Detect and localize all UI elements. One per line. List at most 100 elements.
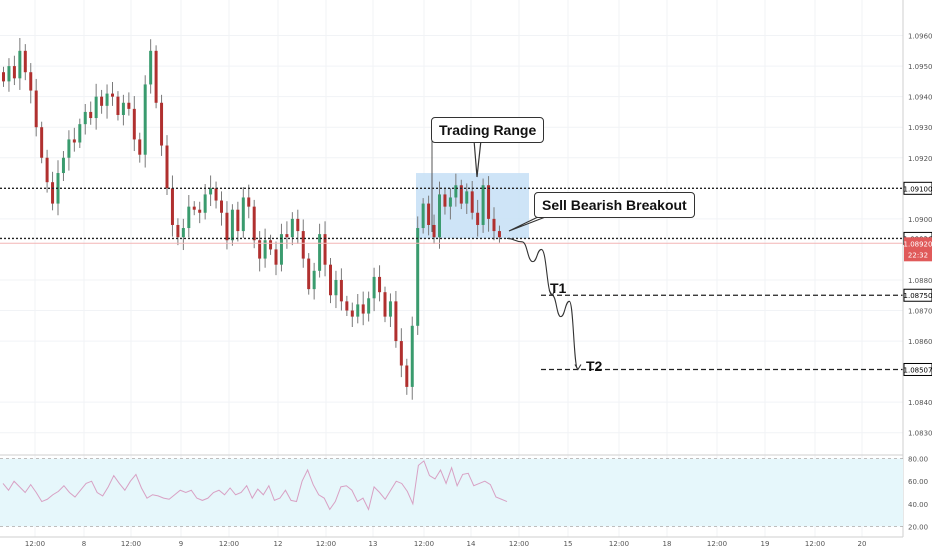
candle-body [111,93,114,97]
candle-body [405,365,409,387]
price-tag-countdown: 22:32 [908,251,928,259]
candle-body [138,139,142,155]
candle [116,91,120,121]
candle [230,204,234,246]
candle-body [61,157,65,174]
time-tick-label: 20 [858,540,867,548]
candle-body [40,127,44,158]
trading-range-label[interactable]: Trading Range [431,117,545,143]
candle [312,262,316,300]
candle [89,101,93,125]
candle [165,135,169,196]
time-tick-label: 12:00 [25,540,45,548]
candle [361,291,365,326]
candle-body [296,218,300,232]
candle [497,225,501,243]
candle [83,103,87,135]
candle-body [312,270,316,290]
candle [2,66,5,87]
candle-body [100,96,104,106]
candle-body [476,212,480,225]
time-tick-label: 8 [82,540,86,548]
candle [176,218,180,246]
candle-body [470,191,474,213]
candle-body [236,209,240,232]
time-tick-label: 12:00 [805,540,825,548]
candle [203,184,207,220]
time-tick-label: 12:00 [414,540,434,548]
candle-body [367,298,371,314]
candle-body [170,188,174,225]
candle [334,270,338,309]
candle [198,201,202,224]
level-label: 1.08750 [904,292,932,300]
price-tick-label: 1.08700 [908,308,932,316]
candle [34,78,38,137]
candle [78,118,82,148]
candle-body [89,111,93,119]
candle [29,63,33,104]
candle-body [165,145,169,189]
candle [160,94,164,156]
candle-body [127,102,131,109]
candle-body [252,206,256,241]
candle [61,151,65,181]
candle [339,268,343,311]
candle-body [192,206,196,210]
candle-body [258,240,262,259]
candle-body [78,124,82,143]
candle-body [225,212,229,241]
candle-body [432,224,436,238]
candle [220,191,223,226]
candle [394,290,398,348]
sell-breakout-label[interactable]: Sell Bearish Breakout [534,192,695,218]
candle [290,212,294,246]
candle [247,184,251,219]
annotation-pointers [431,139,549,232]
candle-body [176,224,180,238]
candle-body [492,218,496,232]
candle-body [307,258,311,290]
candle [214,181,218,209]
candle-body [94,96,98,119]
candle [416,216,420,335]
candle-body [274,249,278,265]
indicator-pane: 80.00 60.00 40.00 20.00 [0,454,928,531]
breakout-pointer [508,215,549,232]
time-tick-label: 18 [663,540,672,548]
indicator-tick-label: 20.00 [908,523,928,531]
candle-body [214,188,218,201]
candle [143,75,147,168]
candle-body [187,206,191,229]
price-tick-label: 1.09200 [908,155,932,163]
candle-body [454,185,458,198]
target-2-label: T2 [586,358,603,374]
candle [465,183,469,214]
candle-body [487,185,491,219]
time-axis[interactable]: 12:00 8 12:00 9 12:00 12 12:00 13 12:00 14 12:00 15… [0,536,903,548]
candle [45,149,49,193]
candle [350,302,354,328]
candle-body [83,111,87,125]
candle [345,295,349,317]
price-tick-label: 1.09300 [908,124,932,132]
candle-body [465,191,469,204]
candle [487,176,491,232]
indicator-tick-label: 60.00 [908,478,928,486]
candle [51,171,55,211]
time-tick-label: 15 [564,540,573,548]
indicator-tick-label: 80.00 [908,456,928,464]
candle-body [263,240,267,259]
candle [421,198,425,234]
candle [329,257,332,304]
price-axis[interactable]: 1.09600 1.09500 1.09400 1.09300 1.09200 1.090… [902,0,932,537]
candle-body [285,234,289,238]
candle-body [334,279,338,296]
candle [470,180,474,220]
time-tick-label: 13 [369,540,378,548]
candle-body [132,108,136,140]
candle [67,130,71,171]
time-tick-label: 12:00 [219,540,239,548]
